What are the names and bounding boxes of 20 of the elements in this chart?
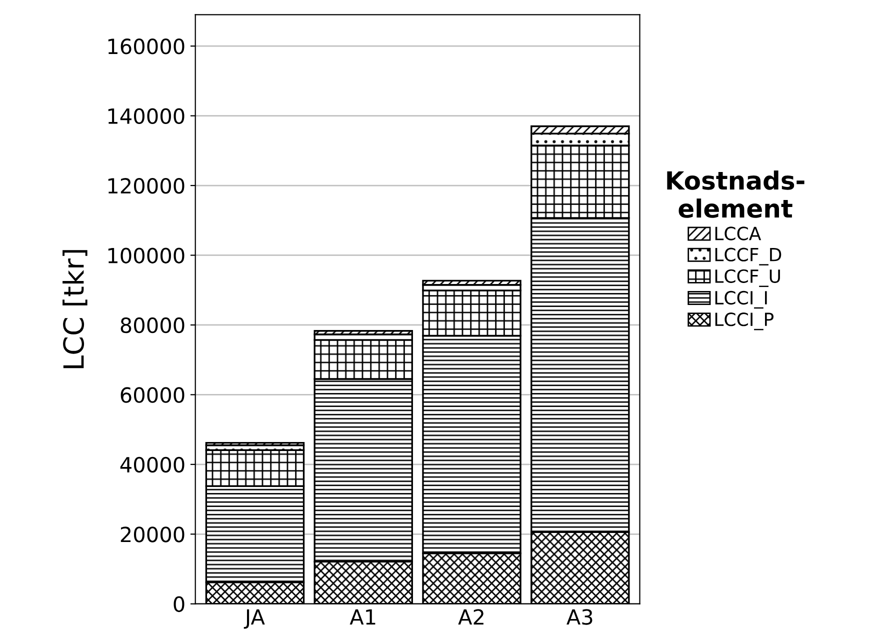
legend-title: Kostnads- element xyxy=(667,170,804,218)
y-tick-label: 0 xyxy=(174,596,184,612)
x-tick-label: A3 xyxy=(566,609,592,625)
y-tick-label: 20000 xyxy=(120,526,184,542)
y-tick-label: 80000 xyxy=(120,317,184,334)
y-axis-title: LCC [tkr] xyxy=(62,250,88,368)
y-tick-label: 140000 xyxy=(108,108,184,124)
legend-label: LCCF_D xyxy=(715,248,782,266)
x-tick-label: A1 xyxy=(350,609,376,625)
y-tick-label: 60000 xyxy=(120,387,184,403)
legend-label: LCCI_I xyxy=(715,290,767,309)
y-tick-label: 100000 xyxy=(108,248,184,264)
y-tick-label: 160000 xyxy=(108,38,184,54)
legend-label: LCCF_U xyxy=(715,269,780,287)
x-tick-label: JA xyxy=(244,609,265,629)
legend-label: LCCA xyxy=(715,226,762,240)
legend-label: LCCI_P xyxy=(715,312,774,330)
y-tick-label: 40000 xyxy=(120,456,184,473)
x-tick-label: A2 xyxy=(458,609,484,625)
y-tick-label: 120000 xyxy=(108,178,184,194)
